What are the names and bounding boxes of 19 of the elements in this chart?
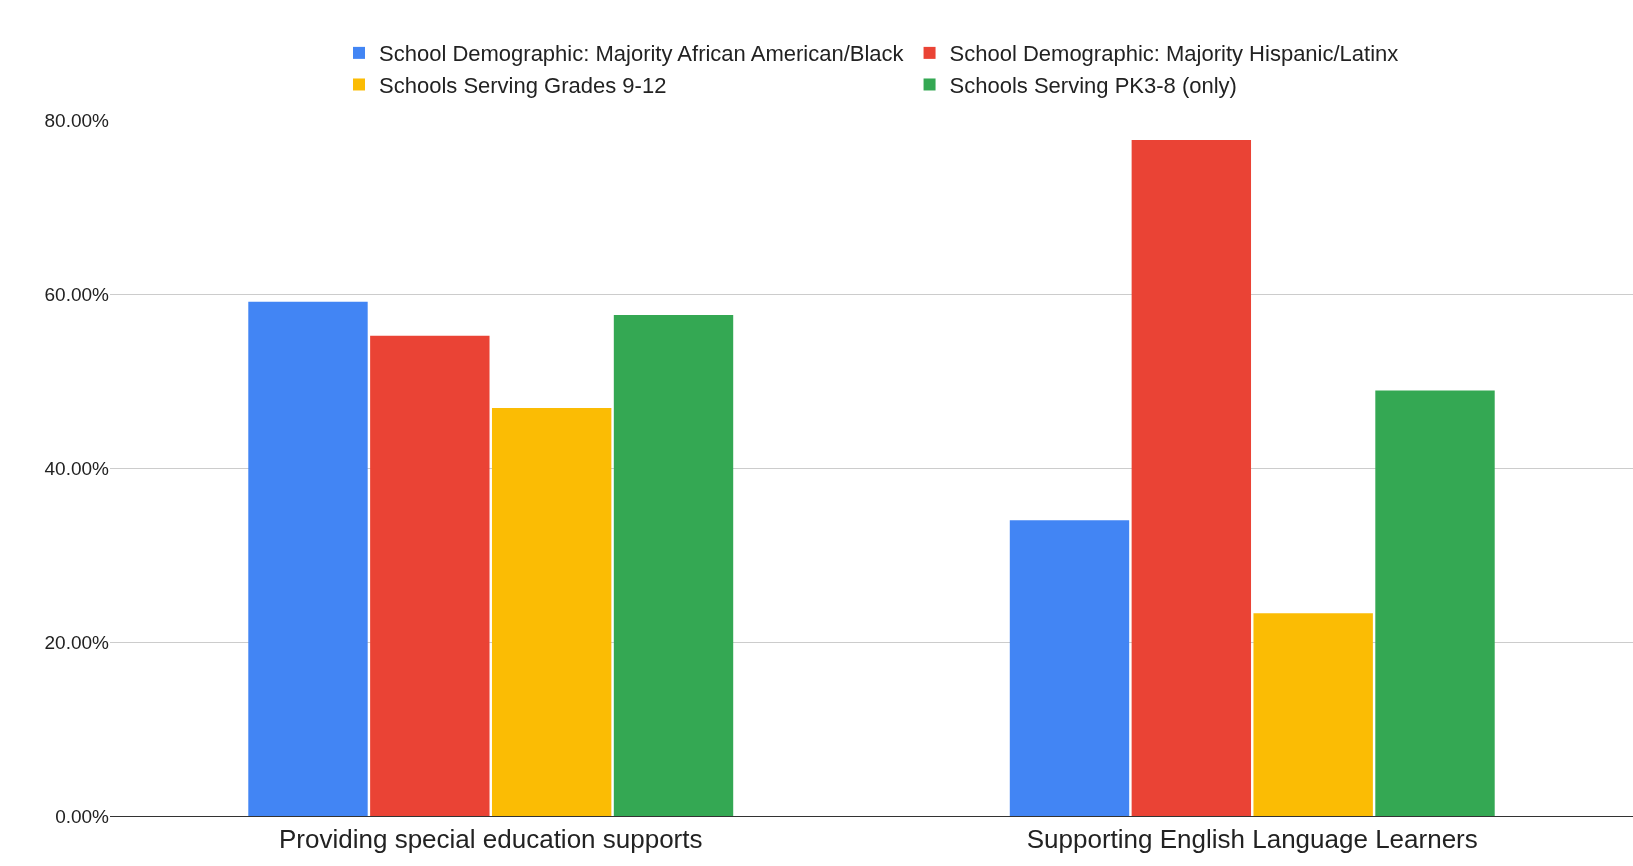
x-tick-label: Supporting English Language Learners <box>1026 824 1478 855</box>
y-tick-label: 80.00% <box>44 109 110 131</box>
bar <box>613 314 734 816</box>
x-tick-label: Providing special education supports <box>279 824 703 855</box>
legend-label: Schools Serving PK3-8 (only) <box>949 73 1237 99</box>
bar <box>1253 613 1373 816</box>
y-tick-label: 40.00% <box>44 457 110 479</box>
y-tick-label: 0.00% <box>55 805 110 827</box>
legend-label: Schools Serving Grades 9-12 <box>379 73 667 99</box>
bar <box>1131 140 1252 816</box>
legend-label: School Demographic: Majority Hispanic/Latinx <box>949 41 1399 67</box>
bar <box>1009 520 1130 816</box>
legend-label: School Demographic: Majority African American/Black <box>379 41 905 67</box>
y-tick-label: 60.00% <box>44 283 110 305</box>
bar <box>491 407 612 816</box>
bar <box>248 301 368 816</box>
y-tick-label: 20.00% <box>44 631 110 653</box>
bar <box>370 335 490 816</box>
bar <box>1375 390 1495 816</box>
